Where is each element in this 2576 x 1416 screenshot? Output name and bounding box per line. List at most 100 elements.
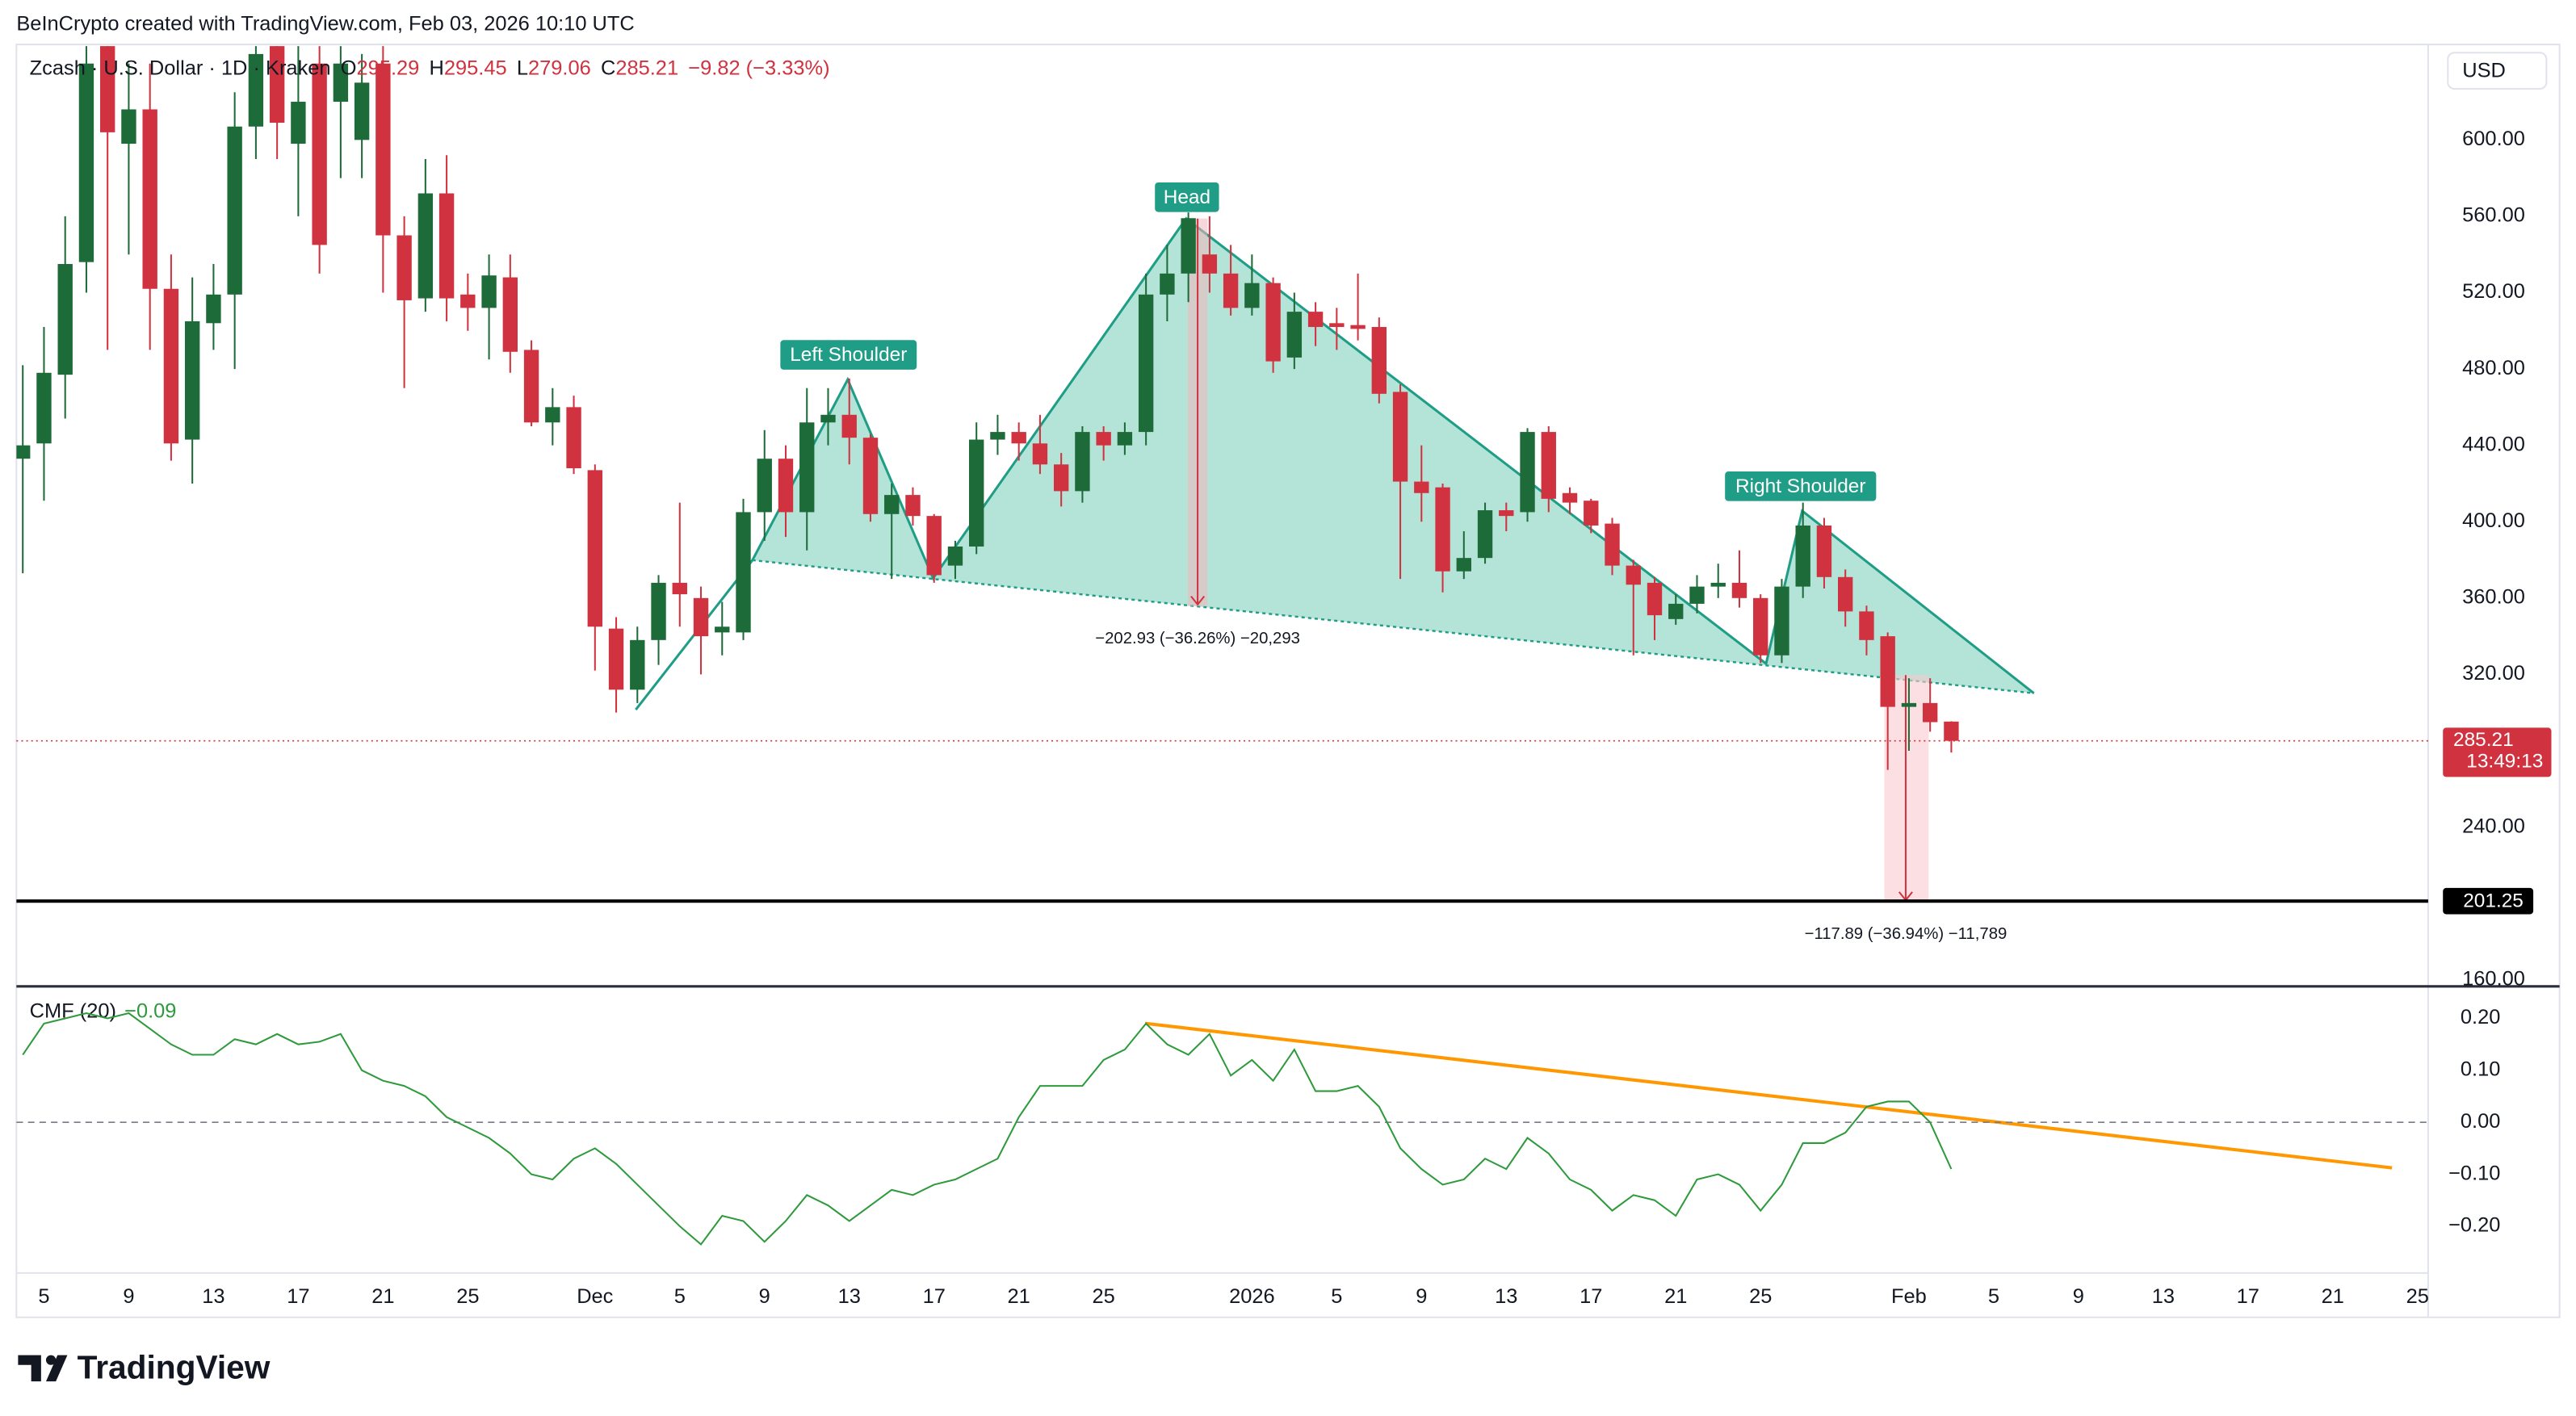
candle-body [481,275,497,308]
candle-body [862,438,879,514]
ohlc-letter: O [341,57,357,79]
candle-body [502,277,518,352]
x-tick-label: 25 [2406,1285,2429,1308]
x-tick-label: 25 [1093,1285,1115,1308]
arrow-head [1190,596,1206,606]
candle-body [1562,492,1578,503]
y-tick-label: 240.00 [2462,815,2525,837]
label-box [1155,182,1219,212]
cmf-line [22,1012,1953,1246]
support-tag [2443,887,2534,915]
candle-body [1392,392,1408,482]
candle-body [736,512,751,633]
x-tick-label: Feb [1891,1285,1927,1308]
y-tick-label: 440.00 [2462,433,2525,455]
currency[interactable]: USD [2462,59,2506,82]
logo-text: TradingView [78,1349,271,1386]
indicator-legend: CMF (20) −0.09 [30,999,177,1022]
close-value: 285.21 [615,57,678,79]
candle-body [1901,702,1917,707]
candle-body [1138,294,1154,433]
candle-body [1541,432,1556,499]
candle-body [57,264,73,375]
candle-body [248,53,264,127]
candle-body [1795,525,1810,587]
candle-body [1075,432,1090,492]
candle-body [1944,721,1959,741]
candle-body [799,422,815,513]
candle-body [1647,582,1663,616]
y-tick-label: −0.20 [2448,1214,2500,1237]
candle-body [1922,702,1938,723]
left-shoulder-label: Left Shoulder [790,344,907,366]
candle-body [1160,273,1175,295]
last-price-label: 285.21 [2453,729,2514,751]
candle-body [1117,432,1133,446]
candle-body [1731,582,1747,598]
label-box [1725,471,1877,501]
candle-body [1350,325,1366,329]
candle-body [121,109,136,145]
x-tick-label: 17 [2237,1285,2259,1308]
candle-body [651,582,666,640]
y-tick-label: 320.00 [2462,662,2525,685]
neckline [752,559,2034,694]
candle-body [778,459,794,513]
y-tick-label: 160.00 [2462,967,2525,990]
candle-body [1414,481,1429,493]
candle-body [333,63,349,103]
candle-body [1838,576,1853,612]
candle-body [1096,432,1111,446]
candle-body [1626,565,1641,585]
x-tick-label: 9 [123,1285,134,1308]
candle-body [969,439,984,547]
candle-body [841,414,857,438]
y-tick-label: 0.10 [2461,1058,2500,1081]
y-tick-label: 360.00 [2462,586,2525,609]
candle-body [1668,603,1684,619]
candle-body [757,459,772,513]
candle-body [1477,510,1493,559]
candle-body [163,288,179,444]
x-tick-label: 5 [1988,1285,1999,1308]
candle-body [715,626,730,633]
candle-body [375,63,391,236]
target-measure-text: −117.89 (−36.94%) −11,789 [1805,925,2008,943]
x-tick-label: 13 [1495,1285,1517,1308]
x-tick-label: 13 [2152,1285,2175,1308]
y-tick-label: 480.00 [2462,357,2525,379]
candle-body [1032,443,1048,465]
head-measure-text: −202.93 (−36.26%) −20,293 [1095,630,1300,647]
x-tick-label: 5 [1331,1285,1342,1308]
indicator-title: CMF (20) [30,999,116,1022]
candle-body [947,546,963,566]
candle-body [1244,283,1260,308]
candle-body [1011,432,1026,444]
candle-body [312,63,327,245]
candle-body [1880,636,1895,707]
candle-body [608,628,624,690]
candle-body [1435,487,1450,572]
candle-body [1605,523,1620,566]
x-tick-label: 9 [1416,1285,1427,1308]
x-tick-label: 25 [1749,1285,1772,1308]
candle-body [100,46,115,132]
candle-body [1329,323,1345,328]
candle-body [291,102,306,145]
candle-body [1265,283,1281,362]
currency-button[interactable] [2447,52,2548,90]
candle-body [672,582,687,595]
x-tick-label: 25 [456,1285,479,1308]
candle-body [206,294,221,324]
cmf-pane [16,1012,2428,1246]
candle-body [566,407,581,469]
open-value: 295.29 [357,57,420,79]
candle-body [820,414,836,423]
x-tick-label: 21 [371,1285,394,1308]
candle-body [1181,218,1196,274]
candle-body [1371,327,1387,394]
candle-body [1053,464,1069,492]
candle-body [630,639,645,690]
